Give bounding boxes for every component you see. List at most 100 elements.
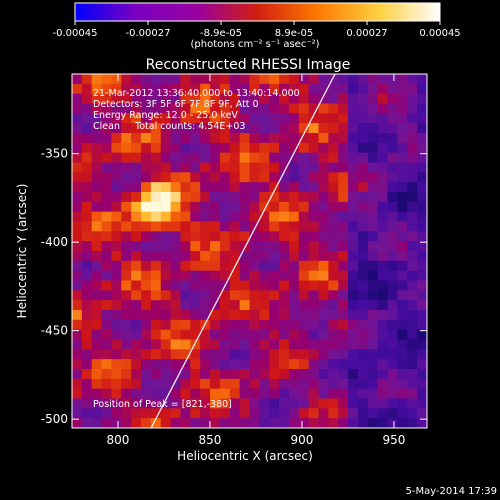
heatmap-cell — [269, 201, 280, 213]
heatmap-cell — [141, 290, 152, 301]
heatmap-cell — [279, 231, 290, 242]
heatmap-cell — [417, 300, 427, 311]
heatmap-cell — [298, 388, 310, 400]
heatmap-cell — [190, 103, 201, 114]
heatmap-cell — [170, 369, 182, 380]
heatmap-cell — [417, 378, 427, 390]
heatmap-cell — [387, 280, 399, 291]
heatmap-cell — [101, 388, 113, 400]
heatmap-cell — [131, 152, 142, 164]
heatmap-cell — [308, 260, 320, 272]
heatmap-cell — [387, 74, 399, 85]
heatmap-cell — [200, 260, 211, 272]
heatmap-cell — [131, 113, 142, 124]
heatmap-cell — [338, 221, 349, 232]
heatmap-cell — [249, 408, 260, 419]
heatmap-cell — [308, 113, 320, 124]
heatmap-cell — [407, 83, 418, 95]
heatmap-cell — [101, 260, 113, 272]
heatmap-cell — [328, 201, 339, 213]
heatmap-cell — [72, 339, 83, 350]
heatmap-cell — [239, 172, 251, 183]
heatmap-cell — [417, 201, 427, 213]
heatmap-cell — [101, 280, 113, 291]
heatmap-cell — [180, 172, 191, 183]
heatmap-cell — [308, 211, 320, 223]
heatmap-cell — [348, 398, 359, 409]
heatmap-cell — [141, 152, 152, 164]
heatmap-cell — [387, 408, 399, 419]
heatmap-cell — [397, 251, 408, 262]
heatmap-cell — [141, 231, 152, 242]
heatmap-cell — [190, 201, 201, 213]
heatmap-cell — [249, 418, 260, 428]
heatmap-cell — [298, 133, 310, 144]
heatmap-cell — [210, 408, 221, 419]
heatmap-cell — [141, 251, 152, 262]
heatmap-cell — [338, 201, 349, 213]
heatmap-cell — [387, 83, 399, 95]
heatmap-cell — [377, 349, 389, 360]
heatmap-cell — [357, 359, 369, 370]
heatmap-cell — [131, 241, 142, 252]
heatmap-cell — [190, 74, 201, 85]
heatmap-cell — [91, 339, 103, 350]
heatmap-cell — [249, 133, 260, 144]
heatmap-cell — [200, 211, 211, 223]
heatmap-cell — [239, 103, 251, 114]
heatmap-cell — [81, 369, 93, 380]
heatmap-cell — [269, 329, 280, 341]
heatmap-cell — [219, 339, 231, 350]
y-tick-label: -500 — [41, 412, 68, 426]
heatmap-cell — [279, 339, 290, 350]
heatmap-cell — [348, 231, 359, 242]
heatmap-cell — [367, 133, 379, 144]
heatmap-cell — [200, 329, 211, 341]
heatmap-cell — [131, 172, 142, 183]
heatmap-cell — [190, 339, 201, 350]
heatmap-cell — [72, 172, 83, 183]
heatmap-cell — [72, 270, 83, 282]
heatmap-cell — [111, 241, 122, 252]
heatmap-cell — [377, 359, 389, 370]
heatmap-cell — [298, 339, 310, 350]
heatmap-cell — [91, 113, 103, 124]
heatmap-cell — [160, 211, 172, 223]
heatmap-cell — [210, 192, 221, 203]
heatmap-cell — [298, 359, 310, 370]
heatmap-cell — [72, 388, 83, 400]
heatmap-cell — [200, 192, 211, 203]
heatmap-cell — [160, 369, 172, 380]
heatmap-cell — [101, 378, 113, 390]
heatmap-cell — [160, 231, 172, 242]
heatmap-cell — [338, 319, 349, 331]
heatmap-cell — [269, 211, 280, 223]
heatmap-cell — [190, 378, 201, 390]
heatmap-cell — [141, 310, 152, 321]
heatmap-cell — [72, 408, 83, 419]
heatmap-cell — [357, 280, 369, 291]
heatmap-cell — [101, 192, 113, 203]
heatmap-cell — [141, 221, 152, 232]
heatmap-cell — [111, 388, 122, 400]
heatmap-cell — [210, 369, 221, 380]
heatmap-cell — [91, 398, 103, 409]
heatmap-cell — [131, 319, 142, 331]
heatmap-cell — [367, 162, 379, 173]
heatmap-cell — [259, 231, 270, 242]
colorbar-tick-label: 0.00045 — [419, 28, 460, 39]
heatmap-cell — [318, 418, 329, 428]
heatmap-cell — [81, 319, 93, 331]
heatmap-cell — [150, 172, 162, 183]
heatmap-cell — [367, 201, 379, 213]
heatmap-cell — [141, 93, 152, 105]
heatmap-cell — [200, 182, 211, 193]
heatmap-cell — [259, 142, 270, 154]
colorbar-unit-label: (photons cm⁻² s⁻¹ asec⁻²) — [190, 39, 319, 50]
heatmap-cell — [131, 329, 142, 341]
heatmap-cell — [210, 418, 221, 428]
heatmap-cell — [308, 172, 320, 183]
heatmap-cell — [219, 93, 231, 105]
heatmap-cell — [200, 319, 211, 331]
heatmap-cell — [417, 339, 427, 350]
